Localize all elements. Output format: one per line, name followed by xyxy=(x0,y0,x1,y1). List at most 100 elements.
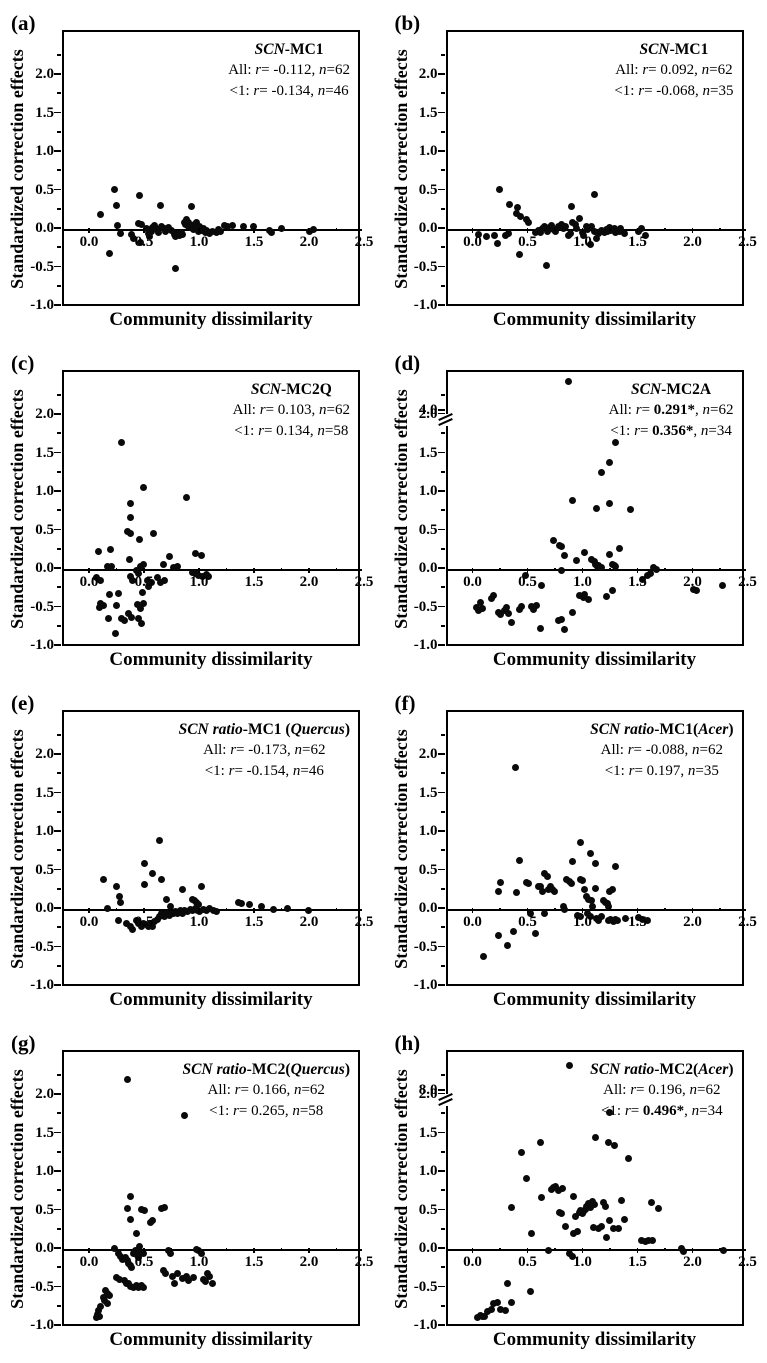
data-point xyxy=(258,902,265,910)
data-point xyxy=(245,901,253,909)
y-tick-label: 1.0 xyxy=(35,483,54,499)
y-tick xyxy=(54,567,61,569)
data-point xyxy=(153,574,161,582)
data-point xyxy=(112,883,120,891)
x-tick xyxy=(143,568,145,573)
x-minor-tick xyxy=(609,1248,611,1251)
y-tick-label: 0.5 xyxy=(35,861,54,878)
x-axis-title: Community dissimilarity xyxy=(109,649,313,670)
y-tick-label: 2.0 xyxy=(35,66,54,82)
data-point xyxy=(537,228,544,236)
data-point xyxy=(148,228,155,236)
y-tick xyxy=(54,490,61,492)
data-point xyxy=(616,544,624,552)
y-minor-tick xyxy=(57,964,61,967)
panel-title: SCN ratio-MC2(Acer) xyxy=(590,1061,734,1078)
panel-letter: (g) xyxy=(11,1031,36,1055)
data-point xyxy=(502,604,510,612)
x-minor-tick xyxy=(225,908,228,911)
data-point xyxy=(513,204,521,212)
data-point xyxy=(127,529,135,537)
data-point xyxy=(576,838,584,846)
data-point xyxy=(497,611,505,619)
data-point xyxy=(605,902,613,910)
data-point xyxy=(192,550,199,558)
y-axis-break-icon xyxy=(437,1093,454,1107)
x-tick-label: 0.0 xyxy=(463,1254,482,1270)
data-point xyxy=(478,605,486,612)
x-tick xyxy=(143,1248,145,1253)
data-point xyxy=(95,548,103,556)
plot-area: SCN-MC2A All: r= 0.291*, n=62 <1: r= 0.3… xyxy=(445,370,746,646)
plot-area: SCN ratio-MC2(Quercus) All: r= 0.166, n=… xyxy=(62,1050,362,1326)
x-tick xyxy=(88,568,90,573)
data-point xyxy=(606,500,614,508)
y-tick xyxy=(54,1324,61,1326)
data-point xyxy=(174,562,182,570)
data-point xyxy=(504,1280,511,1288)
data-point xyxy=(537,883,544,891)
data-point xyxy=(568,608,576,616)
data-point xyxy=(480,1313,488,1321)
data-point xyxy=(197,1249,205,1257)
data-point xyxy=(475,231,483,239)
data-point xyxy=(590,228,598,236)
x-tick xyxy=(471,568,474,573)
data-point xyxy=(134,1254,142,1262)
x-minor-tick xyxy=(115,908,118,911)
zero-line xyxy=(447,909,746,911)
data-point xyxy=(639,575,647,583)
x-tick xyxy=(88,908,90,913)
panel-title: SCN-MC1 xyxy=(254,41,324,58)
y-tick-label: -0.5 xyxy=(413,938,438,955)
y-minor-tick xyxy=(440,509,445,512)
data-point xyxy=(165,552,173,560)
data-point xyxy=(120,617,128,625)
y-minor-tick xyxy=(57,1150,61,1153)
y-tick-label: 1.5 xyxy=(35,104,54,121)
x-tick-label: 0.5 xyxy=(134,1254,154,1270)
data-point xyxy=(581,885,588,893)
x-minor-tick xyxy=(664,228,666,231)
y-tick xyxy=(437,1208,445,1211)
data-point xyxy=(309,225,317,233)
y-minor-tick xyxy=(440,772,445,775)
x-minor-tick xyxy=(554,1248,556,1251)
data-point xyxy=(95,1307,103,1315)
x-tick xyxy=(308,1248,310,1253)
y-minor-tick xyxy=(57,1189,61,1192)
y-tick xyxy=(437,1247,445,1249)
data-point xyxy=(155,837,163,845)
x-tick-label: 2.0 xyxy=(683,234,702,250)
x-tick xyxy=(308,228,310,233)
x-minor-tick xyxy=(170,228,173,231)
data-point xyxy=(96,1312,104,1320)
data-point xyxy=(115,589,122,597)
data-point xyxy=(250,222,258,230)
y-tick xyxy=(437,111,445,114)
y-tick xyxy=(437,188,445,191)
y-minor-tick xyxy=(440,470,445,473)
data-point xyxy=(506,201,514,209)
y-minor-tick xyxy=(57,926,61,929)
data-point xyxy=(584,225,592,233)
x-tick xyxy=(581,228,584,233)
data-point xyxy=(141,860,149,868)
x-minor-tick xyxy=(499,1248,501,1251)
data-point xyxy=(544,1247,552,1255)
panel-annotation: SCN ratio-MC1(Acer) All: r= -0.088, n=62… xyxy=(590,719,733,782)
y-tick xyxy=(54,1208,61,1211)
y-tick-label: -0.5 xyxy=(30,1278,54,1295)
zero-line xyxy=(447,1249,746,1251)
data-point xyxy=(97,577,105,585)
y-tick-label: 2.0 xyxy=(418,66,438,82)
data-point xyxy=(149,922,157,930)
data-point xyxy=(575,214,583,222)
data-point xyxy=(652,565,660,573)
data-point xyxy=(205,572,213,580)
data-point xyxy=(593,504,601,512)
x-tick xyxy=(526,228,529,233)
data-point xyxy=(217,228,225,236)
y-minor-tick xyxy=(440,393,445,396)
data-point xyxy=(719,1246,727,1254)
